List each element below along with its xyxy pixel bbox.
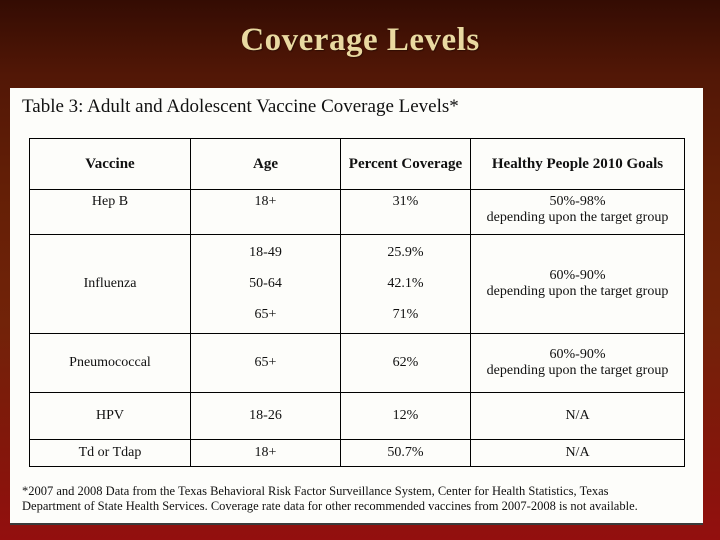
goal-cell: 60%-90% depending upon the target group	[470, 234, 685, 334]
coverage-value: 71%	[392, 306, 419, 322]
col-header-goals: Healthy People 2010 Goals	[470, 138, 685, 190]
age-cell: 65+	[190, 333, 341, 393]
coverage-cell: 31%	[340, 189, 471, 235]
goal-note: depending upon the target group	[486, 210, 669, 226]
vaccine-cell: Influenza	[29, 234, 191, 334]
coverage-value: 25.9%	[387, 245, 424, 261]
table-row-pneumococcal: Pneumococcal 65+ 62% 60%-90% depending u…	[29, 333, 685, 393]
vaccine-cell: Hep B	[29, 189, 191, 235]
age-cell: 18+	[190, 189, 341, 235]
table-row-td-tdap: Td or Tdap 18+ 50.7% N/A	[29, 439, 685, 467]
age-cell: 18-49 50-64 65+	[190, 234, 341, 334]
goal-cell: 50%-98% depending upon the target group	[470, 189, 685, 235]
age-cell: 18-26	[190, 392, 341, 440]
goal-range: 50%-98%	[549, 194, 606, 209]
coverage-value: 42.1%	[387, 275, 424, 291]
col-header-percent-coverage: Percent Coverage	[340, 138, 471, 190]
goal-range: 60%-90%	[549, 346, 606, 362]
vaccine-cell: Td or Tdap	[29, 439, 191, 467]
footnote: *2007 and 2008 Data from the Texas Behav…	[22, 484, 638, 513]
goal-note: depending upon the target group	[486, 284, 669, 299]
goal-cell: 60%-90% depending upon the target group	[470, 333, 685, 393]
slide-title: Coverage Levels	[240, 22, 480, 58]
goal-note: depending upon the target group	[486, 363, 669, 378]
coverage-cell: 50.7%	[340, 439, 471, 467]
col-header-vaccine: Vaccine	[29, 138, 191, 190]
age-cell: 18+	[190, 439, 341, 467]
table-header-row: Vaccine Age Percent Coverage Healthy Peo…	[29, 138, 685, 190]
goal-range: 60%-90%	[549, 267, 606, 283]
coverage-table: Vaccine Age Percent Coverage Healthy Peo…	[29, 138, 685, 467]
table-row-hpv: HPV 18-26 12% N/A	[29, 392, 685, 440]
vaccine-cell: Pneumococcal	[29, 333, 191, 393]
age-value: 18-49	[249, 245, 282, 261]
table-row-hep-b: Hep B 18+ 31% 50%-98% depending upon the…	[29, 189, 685, 235]
coverage-cell: 62%	[340, 333, 471, 393]
age-value: 65+	[254, 306, 277, 322]
table-row-influenza: Influenza 18-49 50-64 65+ 25.9% 42.1% 71…	[29, 234, 685, 334]
goal-cell: N/A	[470, 392, 685, 440]
col-header-age: Age	[190, 138, 341, 190]
age-value: 50-64	[249, 275, 282, 291]
coverage-cell: 25.9% 42.1% 71%	[340, 234, 471, 334]
coverage-cell: 12%	[340, 392, 471, 440]
content-panel: Table 3: Adult and Adolescent Vaccine Co…	[10, 88, 703, 525]
vaccine-cell: HPV	[29, 392, 191, 440]
table-caption: Table 3: Adult and Adolescent Vaccine Co…	[22, 96, 459, 117]
goal-cell: N/A	[470, 439, 685, 467]
